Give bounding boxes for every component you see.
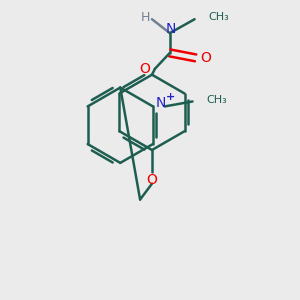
Text: N: N bbox=[166, 22, 176, 36]
Text: O: O bbox=[200, 51, 211, 65]
Text: +: + bbox=[166, 92, 175, 103]
Text: CH₃: CH₃ bbox=[206, 95, 227, 106]
Text: N: N bbox=[156, 96, 166, 110]
Text: O: O bbox=[140, 62, 151, 76]
Text: H: H bbox=[140, 11, 150, 24]
Text: O: O bbox=[146, 173, 158, 187]
Text: CH₃: CH₃ bbox=[208, 12, 229, 22]
